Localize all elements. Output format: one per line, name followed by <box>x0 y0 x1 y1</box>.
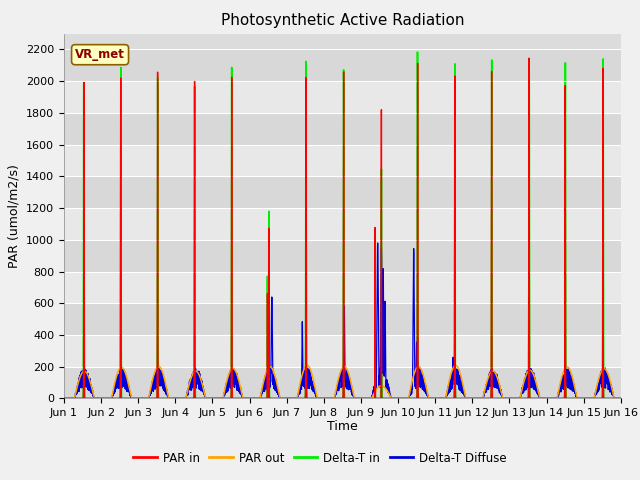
PAR out <box>60 396 68 401</box>
Bar <box>64 113 621 144</box>
Delta-T Diffuse <box>60 396 68 401</box>
PAR out <box>322 396 330 401</box>
PAR in <box>436 396 444 401</box>
PAR out <box>616 396 624 401</box>
Delta-T in <box>617 396 625 401</box>
Legend: PAR in, PAR out, Delta-T in, Delta-T Diffuse: PAR in, PAR out, Delta-T in, Delta-T Dif… <box>129 447 511 469</box>
Bar <box>64 272 621 303</box>
Bar <box>64 81 621 113</box>
Title: Photosynthetic Active Radiation: Photosynthetic Active Radiation <box>221 13 464 28</box>
PAR out <box>436 396 444 401</box>
Delta-T Diffuse <box>467 396 475 401</box>
PAR out <box>467 396 475 401</box>
Delta-T Diffuse <box>499 396 507 401</box>
Delta-T Diffuse <box>160 377 168 383</box>
Bar <box>64 208 621 240</box>
PAR in <box>160 396 168 401</box>
Delta-T in <box>160 396 168 401</box>
Delta-T Diffuse <box>436 396 444 401</box>
Bar <box>64 49 621 81</box>
Bar <box>64 335 621 367</box>
PAR out <box>160 374 168 380</box>
Delta-T in <box>322 396 330 401</box>
PAR out <box>303 362 311 368</box>
Line: Delta-T in: Delta-T in <box>64 52 621 398</box>
Bar <box>64 240 621 272</box>
PAR in <box>617 396 625 401</box>
Text: VR_met: VR_met <box>75 48 125 61</box>
Delta-T Diffuse <box>374 240 381 246</box>
Y-axis label: PAR (umol/m2/s): PAR (umol/m2/s) <box>8 164 20 268</box>
Delta-T Diffuse <box>322 396 330 401</box>
Delta-T in <box>499 396 507 401</box>
PAR in <box>60 396 68 401</box>
X-axis label: Time: Time <box>327 420 358 432</box>
PAR in <box>525 56 533 61</box>
PAR out <box>499 396 507 401</box>
PAR in <box>467 396 475 401</box>
PAR in <box>616 396 624 401</box>
Line: Delta-T Diffuse: Delta-T Diffuse <box>64 243 621 398</box>
Line: PAR out: PAR out <box>64 365 621 398</box>
Line: PAR in: PAR in <box>64 59 621 398</box>
Bar <box>64 367 621 398</box>
Delta-T Diffuse <box>617 396 625 401</box>
Bar <box>64 144 621 176</box>
Delta-T in <box>436 396 444 401</box>
Delta-T in <box>413 49 421 55</box>
PAR out <box>617 396 625 401</box>
Bar <box>64 176 621 208</box>
Delta-T in <box>60 396 68 401</box>
Bar <box>64 303 621 335</box>
Delta-T in <box>616 396 624 401</box>
Delta-T in <box>467 396 475 401</box>
Delta-T Diffuse <box>616 396 624 401</box>
PAR in <box>322 396 330 401</box>
PAR in <box>499 396 506 401</box>
